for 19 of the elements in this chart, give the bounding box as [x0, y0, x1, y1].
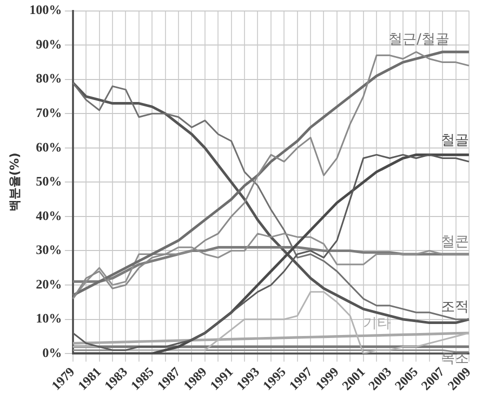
y-tick-label: 80% [36, 70, 62, 86]
y-tick-label: 50% [36, 174, 62, 189]
y-tick-label: 10% [36, 310, 62, 326]
series-label: 기타 [362, 316, 391, 332]
y-tick-label: 100% [29, 2, 62, 18]
y-tick-label: 90% [36, 36, 62, 52]
series-label: 철골 [440, 132, 469, 148]
y-tick-label: 0% [42, 344, 62, 360]
series-label: 목조 [440, 350, 469, 366]
series-label: 조적 [440, 298, 469, 315]
y-tick-label: 20% [36, 276, 62, 292]
x-tick-label: 1999 [312, 364, 342, 393]
y-tick-label: 40% [36, 208, 62, 223]
y-tick-label: 70% [36, 104, 62, 120]
y-axis-title: 백분율(%) [7, 152, 22, 212]
series-label: 철콘 [440, 234, 469, 250]
series-label: 철근/철골 [388, 32, 450, 48]
y-tick-label: 30% [36, 242, 62, 258]
y-tick-label: 60% [36, 139, 62, 154]
